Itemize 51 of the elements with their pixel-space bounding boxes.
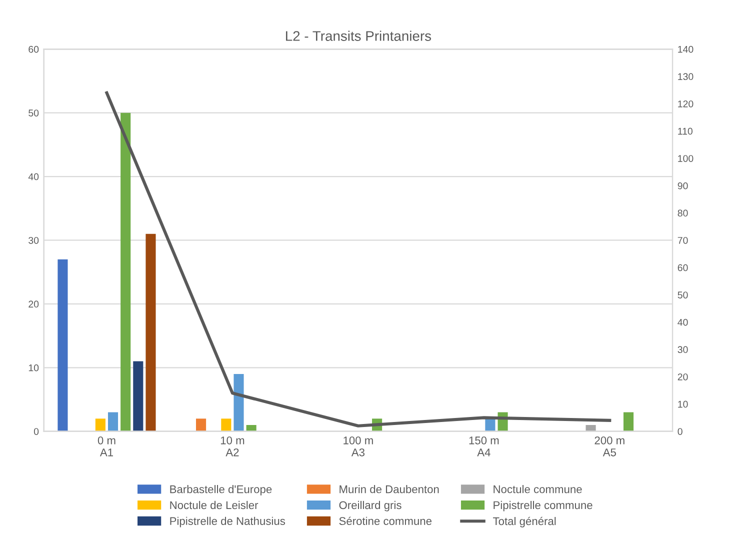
y-tick-label: 50 xyxy=(28,110,39,116)
y2-tick-label: 10 xyxy=(678,400,688,408)
y-tick-label: 40 xyxy=(28,173,39,180)
y-tick-label: 0 xyxy=(34,428,39,435)
bar xyxy=(120,112,131,432)
y2-tick-label: 60 xyxy=(678,264,688,272)
y-tick-label: 20 xyxy=(28,300,39,308)
y2-tick-label: 110 xyxy=(678,128,693,135)
legend-label: Sérotine commune xyxy=(339,516,432,526)
x-tick-label: 100 m A3 xyxy=(344,436,373,456)
legend-label: Pipistrelle de Nathusius xyxy=(170,516,286,528)
bar xyxy=(485,418,496,432)
y-tick-label: 60 xyxy=(28,46,39,53)
bar xyxy=(58,259,68,432)
y2-tick-label: 90 xyxy=(678,182,688,190)
legend-label: Pipistrelle commune xyxy=(494,500,592,512)
legend-label: Murin de Daubenton xyxy=(340,485,439,494)
bar xyxy=(586,424,596,432)
y2-tick-label: 70 xyxy=(678,236,688,244)
legend-label: Total général xyxy=(493,516,556,528)
legend-label: Oreillard gris xyxy=(339,500,402,512)
x-tick-label: 200 m A5 xyxy=(594,436,624,456)
y2-tick-label: 20 xyxy=(678,373,688,380)
y2-tick-label: 40 xyxy=(678,318,688,326)
bar xyxy=(246,424,256,432)
bar xyxy=(95,418,106,432)
x-tick-label: 10 m A2 xyxy=(220,436,244,456)
bar xyxy=(108,412,118,432)
bar xyxy=(196,418,206,432)
y2-tick-label: 120 xyxy=(678,100,694,108)
bar xyxy=(234,374,244,432)
bar xyxy=(221,418,232,432)
legend-label: Noctule de Leisler xyxy=(170,500,258,510)
y2-tick-label: 130 xyxy=(678,73,694,80)
y-tick-label: 10 xyxy=(28,364,39,372)
bar xyxy=(146,234,156,432)
y-tick-label: 30 xyxy=(28,236,39,244)
legend-label: Noctule commune xyxy=(494,485,582,494)
y2-tick-label: 80 xyxy=(678,210,688,217)
line-series xyxy=(105,91,612,428)
y2-tick-label: 30 xyxy=(678,346,688,354)
bar xyxy=(133,361,144,432)
y2-tick-label: 140 xyxy=(678,46,694,53)
chart-title: L2 - Transits Printaniers xyxy=(286,30,432,41)
legend-label: Barbastelle d'Europe xyxy=(170,485,272,496)
x-tick-label: 0 m A1 xyxy=(98,436,116,456)
x-tick-label: 150 m A4 xyxy=(469,436,499,456)
bar xyxy=(623,412,634,432)
y2-tick-label: 50 xyxy=(678,292,688,298)
y2-tick-label: 100 xyxy=(678,155,694,162)
y2-tick-label: 0 xyxy=(678,428,682,435)
